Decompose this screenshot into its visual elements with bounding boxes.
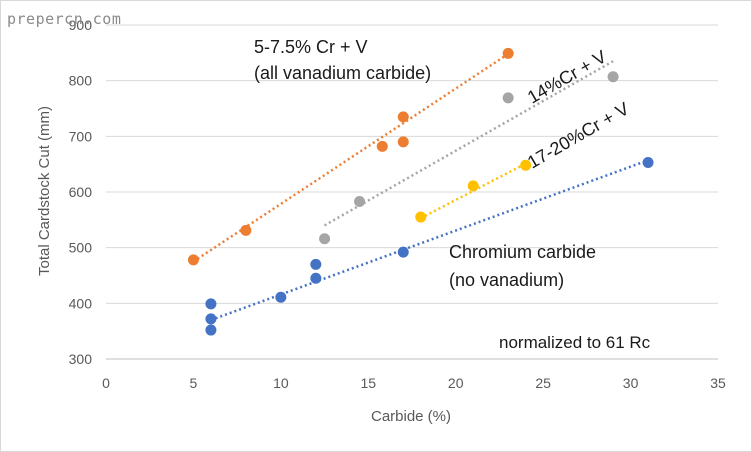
data-point-series-1 bbox=[397, 136, 409, 148]
y-tick-label: 700 bbox=[69, 128, 93, 144]
data-points bbox=[187, 47, 654, 336]
data-point-series-1 bbox=[397, 111, 409, 123]
x-tick-label: 25 bbox=[535, 375, 551, 391]
y-tick-label: 400 bbox=[69, 295, 93, 311]
data-point-series-3 bbox=[467, 180, 479, 192]
data-point-series-3 bbox=[415, 211, 427, 223]
data-point-series-1 bbox=[376, 140, 388, 152]
x-tick-label: 10 bbox=[273, 375, 289, 391]
data-point-series-1 bbox=[502, 47, 514, 59]
data-point-series-4 bbox=[310, 258, 322, 270]
data-point-series-1 bbox=[240, 224, 252, 236]
data-point-series-2 bbox=[354, 195, 366, 207]
data-point-series-1 bbox=[187, 254, 199, 266]
y-tick-labels: 300 400 500 600 700 800 900 bbox=[69, 17, 93, 367]
y-tick-label: 800 bbox=[69, 73, 93, 89]
watermark: prepercn.com bbox=[7, 10, 121, 28]
data-point-series-2 bbox=[319, 233, 331, 245]
trendlines bbox=[192, 52, 649, 322]
y-axis-title: Total Cardstock Cut (mm) bbox=[36, 106, 53, 276]
x-tick-label: 15 bbox=[360, 375, 376, 391]
x-tick-label: 0 bbox=[102, 375, 110, 391]
data-point-series-2 bbox=[502, 92, 514, 104]
data-point-series-4 bbox=[275, 291, 287, 303]
blue-series-label-line2: (no vanadium) bbox=[449, 270, 564, 290]
orange-series-label-line1: 5-7.5% Cr + V bbox=[254, 37, 368, 57]
data-point-series-4 bbox=[205, 313, 217, 325]
orange-series-label-line2: (all vanadium carbide) bbox=[254, 63, 431, 83]
y-tick-label: 900 bbox=[69, 17, 93, 33]
data-point-series-4 bbox=[397, 246, 409, 258]
x-tick-label: 5 bbox=[190, 375, 198, 391]
gray-series-label: 14%Cr + V bbox=[524, 46, 610, 107]
x-tick-label: 20 bbox=[448, 375, 464, 391]
data-point-series-4 bbox=[205, 298, 217, 310]
x-axis-title: Carbide (%) bbox=[371, 408, 451, 425]
normalization-note: normalized to 61 Rc bbox=[499, 333, 651, 352]
x-tick-label: 35 bbox=[710, 375, 726, 391]
data-point-series-3 bbox=[520, 159, 532, 171]
data-point-series-2 bbox=[607, 71, 619, 83]
data-point-series-4 bbox=[642, 156, 654, 168]
yellow-series-label: 17-20%Cr + V bbox=[524, 98, 632, 172]
y-tick-label: 500 bbox=[69, 240, 93, 256]
data-point-series-4 bbox=[205, 324, 217, 336]
trendline-series-2 bbox=[323, 60, 614, 227]
y-tick-label: 300 bbox=[69, 351, 93, 367]
data-point-series-4 bbox=[310, 272, 322, 284]
x-tick-label: 30 bbox=[623, 375, 639, 391]
blue-series-label-line1: Chromium carbide bbox=[449, 242, 596, 262]
x-tick-labels: 0 5 10 15 20 25 30 35 bbox=[102, 375, 726, 391]
y-tick-label: 600 bbox=[69, 184, 93, 200]
